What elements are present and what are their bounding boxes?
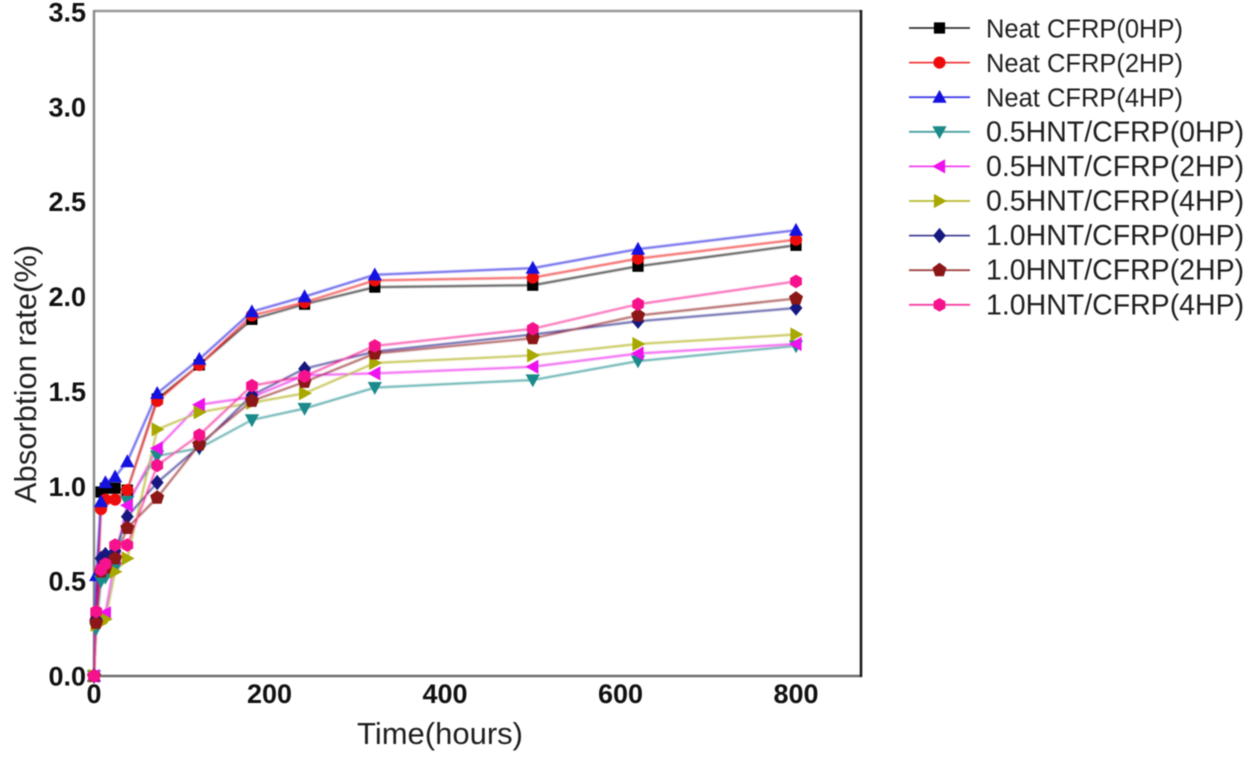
svg-text:1.0HNT/CFRP(2HP): 1.0HNT/CFRP(2HP) — [986, 255, 1244, 287]
svg-text:Neat CFRP(2HP): Neat CFRP(2HP) — [986, 50, 1183, 78]
svg-text:400: 400 — [422, 679, 467, 709]
svg-text:3.0: 3.0 — [48, 92, 86, 122]
svg-text:Neat CFRP(4HP): Neat CFRP(4HP) — [986, 85, 1183, 113]
svg-text:600: 600 — [598, 679, 643, 709]
svg-text:200: 200 — [247, 679, 292, 709]
svg-text:1.5: 1.5 — [48, 377, 86, 407]
svg-text:1.0HNT/CFRP(4HP): 1.0HNT/CFRP(4HP) — [986, 289, 1244, 321]
svg-text:0.5: 0.5 — [48, 567, 86, 597]
svg-text:0.0: 0.0 — [48, 662, 86, 692]
svg-text:0.5HNT/CFRP(0HP): 0.5HNT/CFRP(0HP) — [986, 116, 1244, 148]
svg-text:3.5: 3.5 — [48, 0, 86, 28]
svg-text:800: 800 — [773, 679, 818, 709]
svg-text:2.5: 2.5 — [48, 187, 86, 217]
svg-text:Absorbtion rate(%): Absorbtion rate(%) — [8, 245, 43, 503]
svg-text:Neat CFRP(0HP): Neat CFRP(0HP) — [986, 16, 1183, 44]
svg-text:Time(hours): Time(hours) — [357, 716, 523, 751]
svg-text:0.5HNT/CFRP(4HP): 0.5HNT/CFRP(4HP) — [986, 186, 1244, 218]
svg-text:0: 0 — [86, 679, 101, 709]
svg-text:2.0: 2.0 — [48, 282, 86, 312]
svg-text:1.0HNT/CFRP(0HP): 1.0HNT/CFRP(0HP) — [986, 220, 1244, 252]
svg-text:1.0: 1.0 — [48, 472, 86, 502]
svg-text:0.5HNT/CFRP(2HP): 0.5HNT/CFRP(2HP) — [986, 151, 1244, 183]
